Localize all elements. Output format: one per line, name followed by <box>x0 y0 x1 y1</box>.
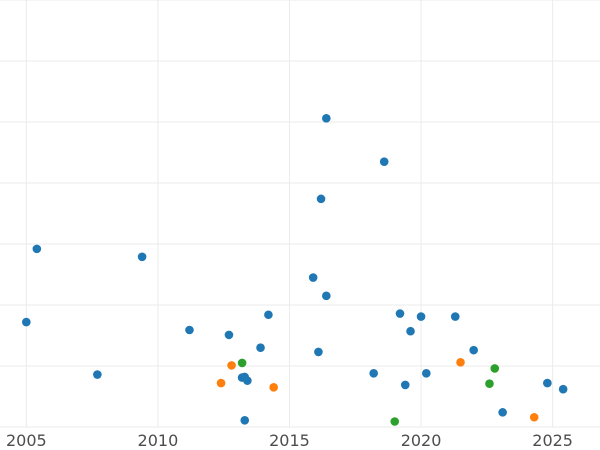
scatter-point-series-1 <box>314 347 323 357</box>
scatter-point-series-1 <box>450 312 460 321</box>
x-tick-label: 2025 <box>532 431 573 450</box>
scatter-point-series-1 <box>369 369 378 378</box>
scatter-point-series-1 <box>256 343 265 353</box>
scatter-point-series-1 <box>224 330 234 340</box>
scatter-point-series-1 <box>395 309 405 318</box>
scatter-point-series-1 <box>243 376 252 385</box>
x-axis: 2005 2010 2015 2020 2025 <box>6 431 573 450</box>
scatter-point-series-1 <box>558 384 568 394</box>
scatter-point-series-1 <box>322 291 331 301</box>
scatter-point-series-1 <box>379 157 389 166</box>
scatter-point-series-3 <box>485 379 494 388</box>
scatter-point-series-1 <box>185 325 194 335</box>
scatter-point-series-2 <box>456 358 465 367</box>
scatter-point-series-1 <box>400 380 410 390</box>
points-layer <box>22 114 568 426</box>
scatter-point-series-1 <box>543 378 552 388</box>
x-tick-label: 2005 <box>6 431 47 450</box>
scatter-point-series-1 <box>264 310 273 320</box>
scatter-point-series-3 <box>390 417 400 426</box>
scatter-point-series-1 <box>93 370 102 379</box>
scatter-point-series-3 <box>237 358 247 368</box>
scatter-point-series-2 <box>269 383 278 392</box>
scatter-point-series-1 <box>32 244 42 254</box>
x-tick-label: 2015 <box>269 431 310 450</box>
scatter-point-series-1 <box>422 369 431 378</box>
x-tick-label: 2010 <box>138 431 179 450</box>
x-tick-label: 2020 <box>401 431 442 450</box>
scatter-point-series-3 <box>490 364 500 373</box>
scatter-point-series-1 <box>416 312 426 321</box>
scatter-point-series-1 <box>498 408 507 417</box>
scatter-point-series-2 <box>227 361 236 370</box>
scatter-point-series-1 <box>308 273 318 282</box>
scatter-point-series-1 <box>240 415 250 425</box>
scatter-point-series-1 <box>22 317 31 327</box>
scatter-point-series-1 <box>137 252 147 262</box>
grid-layer <box>0 0 600 428</box>
scatter-point-series-1 <box>469 345 478 355</box>
scatter-point-series-2 <box>529 412 539 422</box>
scatter-point-series-1 <box>316 194 326 204</box>
scatter-point-series-1 <box>322 114 331 123</box>
scatter-point-series-1 <box>406 326 415 336</box>
scatter-point-series-2 <box>216 378 226 388</box>
